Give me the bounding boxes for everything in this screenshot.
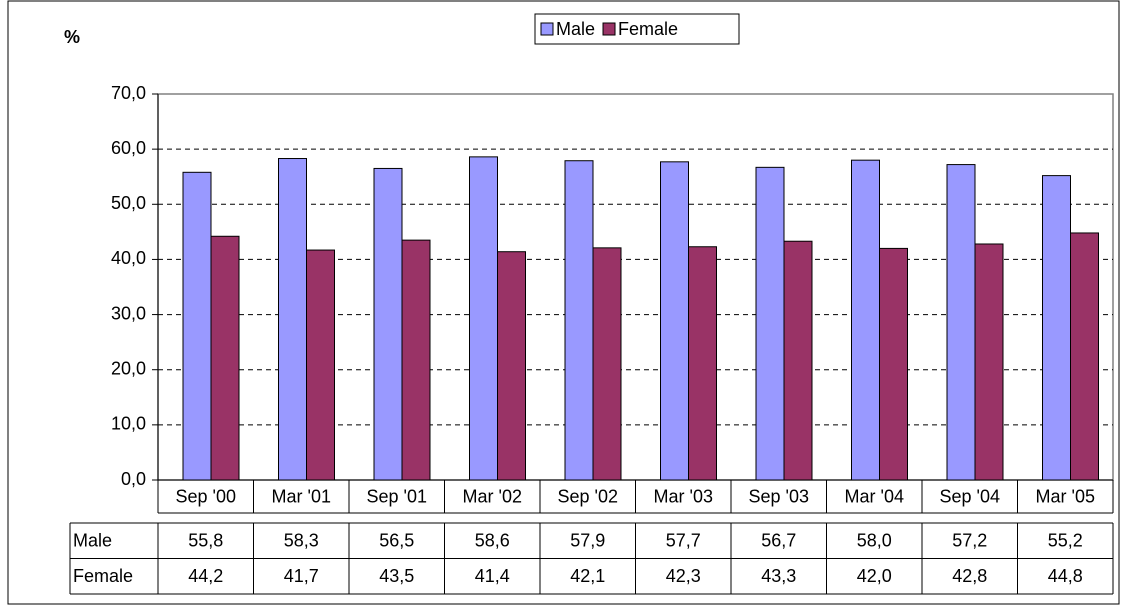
bar <box>755 166 785 481</box>
bar <box>401 239 431 481</box>
x-tick-label: Mar '02 <box>463 486 522 506</box>
bar <box>946 164 976 481</box>
table-cell: 44,8 <box>1048 566 1083 586</box>
bar <box>210 235 240 481</box>
table-cell: 41,7 <box>284 566 319 586</box>
x-tick-label: Sep '03 <box>749 486 810 506</box>
table-cell: 57,9 <box>570 531 605 551</box>
y-tick-label: 0,0 <box>121 469 146 489</box>
table-cell: 44,2 <box>188 566 223 586</box>
table-cell: 55,8 <box>188 531 223 551</box>
table-cell: 56,7 <box>761 531 796 551</box>
y-tick-label: 10,0 <box>111 414 146 434</box>
bar <box>660 161 689 481</box>
bar <box>469 156 498 481</box>
bar <box>851 159 880 481</box>
y-tick-label: 60,0 <box>111 138 146 158</box>
table-cell: 55,2 <box>1048 531 1083 551</box>
table-cell: 42,8 <box>952 566 987 586</box>
y-tick-label: 40,0 <box>111 248 146 268</box>
table-cell: 42,1 <box>570 566 605 586</box>
table-row-label: Female <box>73 566 133 586</box>
bar <box>306 249 335 481</box>
table-cell: 58,3 <box>284 531 319 551</box>
x-tick-label: Mar '03 <box>654 486 713 506</box>
bar <box>783 240 813 481</box>
table-row-label: Male <box>73 531 112 551</box>
bar <box>564 160 594 481</box>
table-cell: 42,3 <box>666 566 701 586</box>
table-cell: 43,5 <box>379 566 414 586</box>
table-cell: 43,3 <box>761 566 796 586</box>
y-tick-label: 50,0 <box>111 193 146 213</box>
y-axis-label: % <box>64 27 80 47</box>
x-tick-label: Sep '02 <box>558 486 619 506</box>
bar <box>497 251 526 481</box>
x-tick-label: Mar '01 <box>272 486 331 506</box>
bar <box>592 247 622 481</box>
bar <box>1070 232 1099 481</box>
table-cell: 42,0 <box>857 566 892 586</box>
bar <box>1042 175 1071 481</box>
bar <box>278 158 307 481</box>
y-tick-label: 30,0 <box>111 303 146 323</box>
x-tick-label: Sep '00 <box>176 486 237 506</box>
bar <box>373 167 403 481</box>
table-cell: 57,2 <box>952 531 987 551</box>
table-cell: 58,6 <box>475 531 510 551</box>
x-tick-label: Mar '04 <box>845 486 904 506</box>
legend-swatch <box>540 22 554 36</box>
bar <box>879 247 908 481</box>
table-cell: 41,4 <box>475 566 510 586</box>
x-tick-label: Sep '04 <box>940 486 1001 506</box>
table-cell: 58,0 <box>857 531 892 551</box>
x-tick-label: Sep '01 <box>367 486 428 506</box>
table-cell: 57,7 <box>666 531 701 551</box>
y-tick-label: 20,0 <box>111 358 146 378</box>
table-cell: 56,5 <box>379 531 414 551</box>
bar <box>182 171 212 481</box>
bar <box>688 246 717 481</box>
legend-box <box>534 13 740 45</box>
legend-label: Male <box>556 19 595 39</box>
bar <box>974 243 1004 481</box>
y-tick-label: 70,0 <box>111 83 146 103</box>
x-tick-label: Mar '05 <box>1036 486 1095 506</box>
legend-swatch <box>602 22 616 36</box>
legend-label: Female <box>618 19 678 39</box>
